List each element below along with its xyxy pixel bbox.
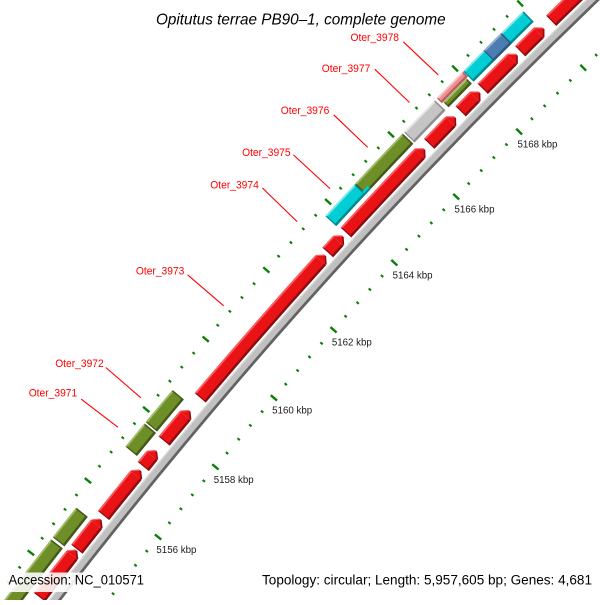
svg-text:5168 kbp: 5168 kbp — [517, 139, 557, 150]
svg-text:Oter_3977: Oter_3977 — [322, 63, 371, 75]
svg-text:Topology: circular; Length: 5,: Topology: circular; Length: 5,957,605 bp… — [262, 573, 592, 588]
svg-text:5166 kbp: 5166 kbp — [454, 204, 494, 215]
svg-text:5160 kbp: 5160 kbp — [272, 406, 312, 417]
svg-text:Oter_3978: Oter_3978 — [351, 32, 400, 44]
svg-text:Oter_3971: Oter_3971 — [29, 388, 77, 400]
svg-text:5162 kbp: 5162 kbp — [332, 338, 372, 349]
svg-text:5164 kbp: 5164 kbp — [393, 271, 433, 282]
svg-text:Oter_3974: Oter_3974 — [210, 180, 258, 192]
svg-text:Oter_3972: Oter_3972 — [55, 358, 103, 370]
svg-text:Opitutus terrae PB90–1, comple: Opitutus terrae PB90–1, complete genome — [156, 11, 446, 28]
svg-text:5158 kbp: 5158 kbp — [214, 475, 254, 486]
svg-text:Oter_3976: Oter_3976 — [281, 105, 330, 117]
svg-text:Oter_3975: Oter_3975 — [242, 147, 291, 159]
svg-text:5156 kbp: 5156 kbp — [156, 545, 196, 556]
svg-text:Accession: NC_010571: Accession: NC_010571 — [9, 573, 145, 588]
svg-text:Oter_3973: Oter_3973 — [136, 266, 185, 278]
